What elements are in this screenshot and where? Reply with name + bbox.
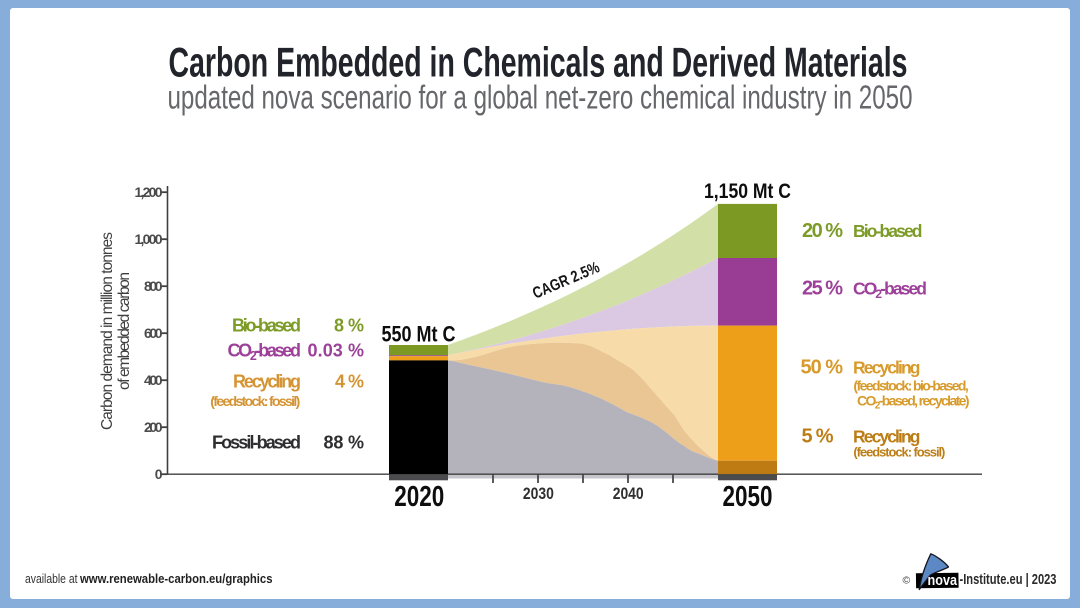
svg-text:2030: 2030	[523, 484, 554, 503]
svg-text:800: 800	[144, 278, 163, 294]
svg-text:2050: 2050	[723, 481, 773, 513]
svg-text:Recycling: Recycling	[853, 358, 921, 378]
svg-text:Bio-based: Bio-based	[232, 315, 301, 335]
svg-text:Recycling: Recycling	[233, 372, 301, 392]
svg-text:CO2-based, recyclate): CO2-based, recyclate)	[857, 393, 970, 412]
svg-text:5 %: 5 %	[802, 426, 834, 448]
svg-text:CO2-based: CO2-based	[228, 340, 302, 363]
svg-text:2020: 2020	[394, 481, 444, 513]
svg-text:1,000: 1,000	[135, 231, 163, 247]
svg-text:available at: available at	[25, 572, 78, 586]
svg-text:400: 400	[144, 372, 163, 388]
svg-text:1,200: 1,200	[135, 184, 163, 200]
svg-text:2040: 2040	[613, 484, 644, 503]
svg-text:©: ©	[903, 575, 911, 587]
svg-text:Recycling: Recycling	[853, 427, 921, 447]
svg-text:(feedstock: fossil): (feedstock: fossil)	[853, 445, 945, 460]
svg-text:200: 200	[144, 419, 163, 435]
svg-text:of embedded carbon: of embedded carbon	[116, 272, 133, 390]
svg-text:Carbon Embedded in Chemicals a: Carbon Embedded in Chemicals and Derived…	[169, 39, 908, 86]
svg-text:50 %: 50 %	[801, 357, 844, 379]
svg-text:600: 600	[144, 325, 163, 341]
svg-text:20 %: 20 %	[802, 220, 843, 242]
svg-text:Carbon demand in million tonne: Carbon demand in million tonnes	[99, 232, 116, 430]
svg-text:25 %: 25 %	[802, 278, 843, 300]
svg-text:8 %: 8 %	[334, 315, 364, 335]
svg-text:88 %: 88 %	[324, 433, 365, 453]
svg-text:updated nova scenario for a gl: updated nova scenario for a global net-z…	[168, 79, 913, 116]
svg-text:0.03 %: 0.03 %	[308, 340, 365, 360]
svg-text:nova: nova	[928, 573, 958, 589]
svg-text:CO2-based: CO2-based	[853, 279, 927, 301]
svg-text:Fossil-based: Fossil-based	[212, 433, 301, 453]
svg-text:(feedstock: fossil): (feedstock: fossil)	[210, 393, 300, 409]
svg-text:www.renewable-carbon.eu/graphi: www.renewable-carbon.eu/graphics	[79, 572, 272, 586]
svg-text:1,150 Mt C: 1,150 Mt C	[704, 179, 791, 203]
svg-text:0: 0	[155, 466, 163, 482]
svg-text:550 Mt C: 550 Mt C	[382, 321, 456, 346]
svg-text:Bio-based: Bio-based	[853, 221, 923, 241]
svg-text:-Institute.eu | 2023: -Institute.eu | 2023	[960, 572, 1057, 588]
svg-text:(feedstock: bio-based,: (feedstock: bio-based,	[853, 378, 968, 394]
svg-text:4 %: 4 %	[335, 372, 364, 392]
